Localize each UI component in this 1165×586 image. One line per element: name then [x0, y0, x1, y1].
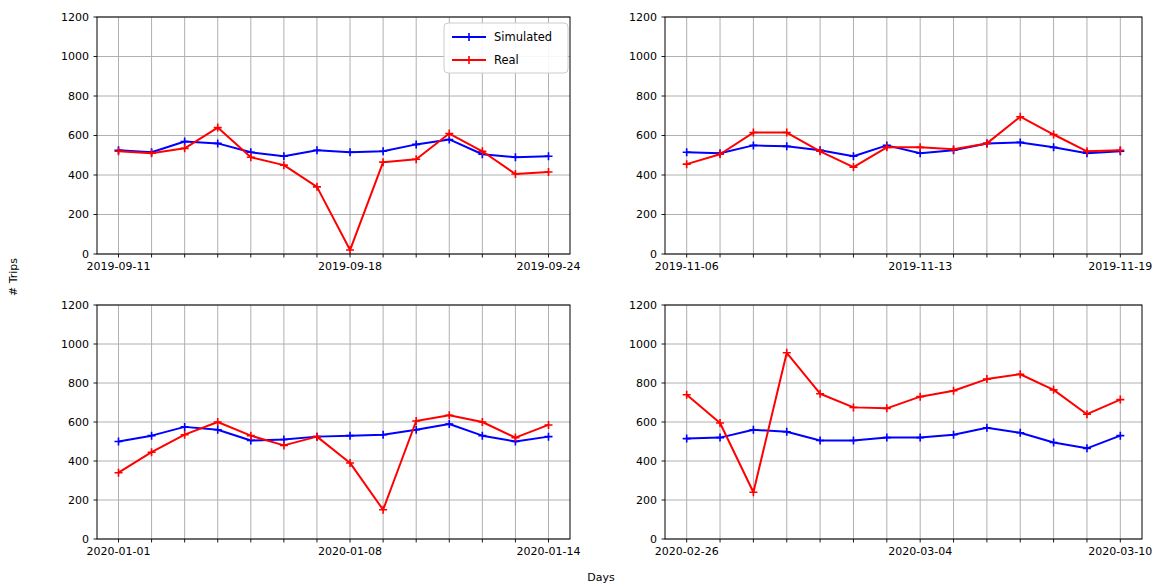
svg-text:600: 600 [636, 129, 657, 142]
svg-text:2020-01-01: 2020-01-01 [87, 545, 151, 558]
svg-text:200: 200 [68, 494, 89, 507]
x-tick-labels: 2019-09-11 2019-09-18 2019-09-24 [87, 260, 581, 273]
gridlines [665, 17, 1142, 254]
tick-marks [662, 305, 1121, 543]
svg-text:2020-01-08: 2020-01-08 [318, 545, 382, 558]
svg-text:2019-11-06: 2019-11-06 [655, 260, 719, 273]
svg-text:1200: 1200 [629, 11, 657, 24]
svg-text:2020-03-10: 2020-03-10 [1088, 545, 1152, 558]
svg-text:800: 800 [636, 90, 657, 103]
tick-marks [662, 17, 1121, 258]
x-axis-label: Days [587, 571, 614, 584]
y-axis-label: # Trips [7, 258, 20, 296]
svg-text:2020-03-04: 2020-03-04 [888, 545, 952, 558]
svg-text:2019-11-19: 2019-11-19 [1088, 260, 1152, 273]
gridlines [665, 305, 1142, 539]
subplot-2019-11: 0 200 400 600 800 1000 1200 2019-11-06 2019-11-1… [629, 11, 1152, 274]
svg-text:2020-01-14: 2020-01-14 [517, 545, 581, 558]
svg-text:2019-09-11: 2019-09-11 [87, 260, 151, 273]
svg-text:600: 600 [68, 416, 89, 429]
svg-text:600: 600 [636, 416, 657, 429]
svg-text:2019-09-24: 2019-09-24 [517, 260, 581, 273]
y-tick-labels: 0 200 400 600 800 1000 1200 [629, 11, 657, 261]
figure: 0200400600800100012002019-09-112019-09-1… [0, 0, 1165, 586]
svg-text:400: 400 [68, 169, 89, 182]
x-tick-labels: 2020-01-01 2020-01-08 2020-01-14 [87, 545, 581, 558]
charts-canvas: 0200400600800100012002019-09-112019-09-1… [0, 0, 1165, 586]
svg-text:2019-11-13: 2019-11-13 [888, 260, 952, 273]
svg-text:200: 200 [636, 494, 657, 507]
x-tick-labels: 2019-11-06 2019-11-13 2019-11-19 [655, 260, 1153, 273]
svg-text:800: 800 [636, 377, 657, 390]
svg-text:1000: 1000 [629, 50, 657, 63]
series-simulated [683, 138, 1125, 160]
svg-text:0: 0 [650, 248, 657, 261]
svg-text:0: 0 [82, 248, 89, 261]
legend-label: Simulated [494, 30, 552, 44]
svg-text:1000: 1000 [629, 338, 657, 351]
svg-text:800: 800 [68, 377, 89, 390]
y-tick-labels: 0 200 400 600 800 1000 1200 [61, 11, 89, 261]
svg-text:0: 0 [82, 533, 89, 546]
svg-text:400: 400 [68, 455, 89, 468]
subplot-2020-01: 0200400600800100012002020-01-012020-01-0… [61, 299, 580, 559]
svg-text:400: 400 [636, 455, 657, 468]
svg-text:800: 800 [68, 90, 89, 103]
y-tick-labels: 0 200 400 600 800 1000 1200 [629, 299, 657, 546]
svg-text:1200: 1200 [61, 11, 89, 24]
subplot-2019-09: 0200400600800100012002019-09-112019-09-1… [61, 11, 580, 274]
svg-text:2020-02-26: 2020-02-26 [655, 545, 719, 558]
y-tick-labels: 0 200 400 600 800 1000 1200 [61, 299, 89, 546]
legend: Simulated Real [444, 23, 568, 73]
series-simulated [683, 424, 1125, 452]
svg-text:1000: 1000 [61, 338, 89, 351]
subplot-2020-02: 0 200 400 600 800 1000 1200 2020-02-26 2020-03-0… [629, 299, 1152, 559]
svg-text:200: 200 [68, 208, 89, 221]
legend-label: Real [494, 53, 519, 67]
svg-text:400: 400 [636, 169, 657, 182]
series-real [683, 113, 1125, 171]
svg-text:0: 0 [650, 533, 657, 546]
svg-text:2019-09-18: 2019-09-18 [318, 260, 382, 273]
tick-marks [94, 305, 549, 543]
svg-text:600: 600 [68, 129, 89, 142]
series-real [115, 411, 553, 514]
svg-text:200: 200 [636, 208, 657, 221]
gridlines [97, 305, 570, 539]
svg-text:1200: 1200 [61, 299, 89, 312]
x-tick-labels: 2020-02-26 2020-03-04 2020-03-10 [655, 545, 1153, 558]
svg-text:1000: 1000 [61, 50, 89, 63]
svg-text:1200: 1200 [629, 299, 657, 312]
